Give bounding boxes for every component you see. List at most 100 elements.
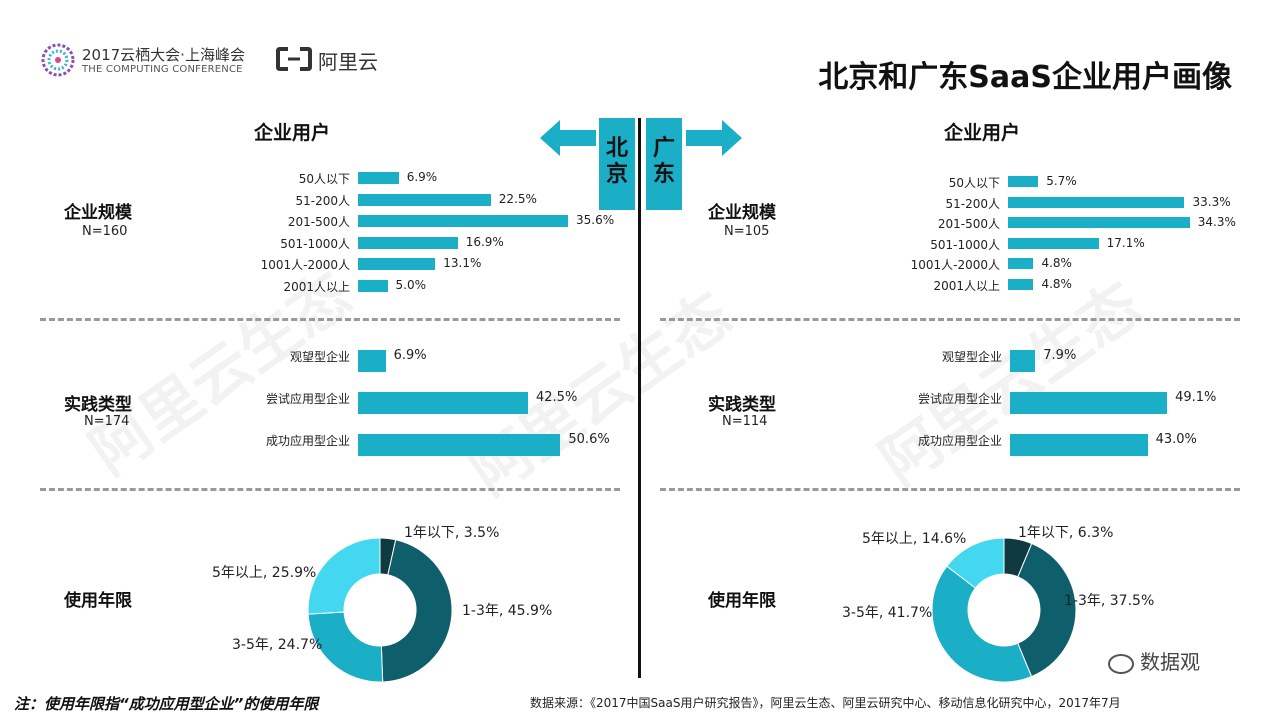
- wechat-account: 数据观: [1108, 646, 1200, 675]
- guangdong-years-donut: [931, 537, 1077, 683]
- beijing-type-category-0: 观望型企业: [289, 350, 350, 364]
- guangdong-years-label-3to5: 3-5年, 41.7%: [842, 605, 933, 621]
- beijing-years-label-under1: 1年以下, 3.5%: [404, 525, 500, 541]
- watermark-2: 阿里云生态: [458, 279, 744, 509]
- guangdong-years-label-over5: 5年以上, 14.6%: [862, 531, 967, 547]
- guangdong-type-category-0: 观望型企业: [941, 350, 1002, 364]
- guangdong-scale-bar-3: [1008, 237, 1099, 249]
- beijing-scale-label: 企业规模: [64, 203, 132, 223]
- beijing-scale-bar-4: [358, 258, 436, 270]
- region-tag-guangdong-text: 广东: [653, 136, 676, 187]
- guangdong-type-bar-2: [1010, 434, 1148, 456]
- separator-left-1: [40, 318, 620, 321]
- guangdong-type-bar-1: [1010, 392, 1168, 414]
- beijing-type-n: N=174: [84, 414, 130, 429]
- page-title: 北京和广东SaaS企业用户画像: [818, 60, 1232, 95]
- beijing-type-bar-2: [358, 434, 561, 456]
- beijing-type-value-2: 50.6%: [568, 432, 610, 447]
- beijing-scale-bar-1: [358, 193, 491, 206]
- beijing-scale-value-5: 5.0%: [395, 277, 427, 292]
- beijing-scale-bar-5: [358, 279, 388, 292]
- guangdong-type-label: 实践类型: [708, 395, 776, 415]
- arrow-right-icon: [686, 120, 742, 156]
- wechat-name: 数据观: [1140, 650, 1200, 674]
- data-source: 数据来源：《2017中国SaaS用户研究报告》，阿里云生态、阿里云研究中心、移动…: [530, 696, 1121, 710]
- beijing-type-value-1: 42.5%: [536, 390, 578, 405]
- separator-left-2: [40, 488, 620, 491]
- beijing-type-bar-0: [358, 350, 386, 372]
- beijing-scale-bar-2: [358, 215, 569, 227]
- conference-title: 2017云栖大会·上海峰会: [82, 46, 245, 64]
- arrow-left-icon: [540, 120, 596, 156]
- guangdong-scale-n: N=105: [724, 224, 770, 239]
- guangdong-type-value-2: 43.0%: [1155, 432, 1197, 447]
- guangdong-scale-value-1: 33.3%: [1192, 194, 1231, 209]
- watermark-3: 阿里云生态: [868, 269, 1154, 499]
- guangdong-type-category-1: 尝试应用型企业: [917, 392, 1002, 406]
- beijing-type-category-1: 尝试应用型企业: [265, 392, 350, 406]
- guangdong-type-n: N=114: [722, 414, 768, 429]
- conference-logo-icon: [41, 43, 75, 77]
- center-divider: [638, 118, 641, 678]
- beijing-type-category-2: 成功应用型企业: [265, 434, 350, 448]
- guangdong-scale-bar-1: [1008, 196, 1185, 208]
- beijing-scale-category-5: 2001人以上: [283, 279, 350, 294]
- beijing-scale-n: N=160: [82, 224, 128, 239]
- footnote: 注：使用年限指“成功应用型企业”的使用年限: [14, 695, 319, 713]
- guangdong-type-bar-0: [1010, 350, 1036, 372]
- guangdong-type-value-1: 49.1%: [1175, 390, 1217, 405]
- beijing-scale-value-3: 16.9%: [465, 234, 504, 249]
- wechat-icon: [1108, 653, 1134, 674]
- beijing-years-label-over5: 5年以上, 25.9%: [212, 565, 317, 581]
- guangdong-years-label-under1: 1年以下, 6.3%: [1018, 525, 1114, 541]
- region-tag-guangdong: 广东: [646, 118, 682, 210]
- beijing-scale-value-4: 13.1%: [443, 256, 482, 270]
- guangdong-years-slice-3: [946, 537, 1005, 589]
- beijing-scale-value-2: 35.6%: [576, 213, 615, 227]
- guangdong-scale-bar-0: [1008, 176, 1039, 187]
- beijing-scale-category-0: 50人以下: [298, 172, 350, 186]
- guangdong-scale-category-4: 1001人-2000人: [910, 258, 1000, 272]
- beijing-scale-category-1: 51-200人: [295, 193, 350, 208]
- aliyun-logo-icon: [276, 47, 312, 71]
- guangdong-scale-value-0: 5.7%: [1046, 174, 1077, 188]
- beijing-years-slice-3: [307, 537, 381, 615]
- guangdong-scale-category-0: 50人以下: [948, 176, 1000, 190]
- beijing-scale-bar-0: [358, 172, 399, 184]
- beijing-scale-value-0: 6.9%: [406, 170, 438, 184]
- beijing-type-bar-1: [358, 392, 528, 414]
- beijing-enterprise-users-heading: 企业用户: [254, 122, 331, 144]
- guangdong-scale-bar-5: [1008, 278, 1034, 290]
- beijing-type-label: 实践类型: [64, 395, 132, 415]
- guangdong-type-value-0: 7.9%: [1043, 348, 1077, 363]
- region-tag-beijing-text: 北京: [606, 136, 629, 187]
- guangdong-years-label-1to3: 1-3年, 37.5%: [1064, 593, 1155, 609]
- guangdong-scale-category-1: 51-200人: [945, 196, 1000, 211]
- region-tag-beijing: 北京: [599, 118, 635, 210]
- beijing-scale-category-4: 1001人-2000人: [260, 258, 350, 272]
- guangdong-scale-value-5: 4.8%: [1041, 276, 1072, 291]
- guangdong-scale-label: 企业规模: [708, 203, 776, 223]
- guangdong-scale-category-2: 201-500人: [937, 217, 1000, 231]
- guangdong-years-label: 使用年限: [708, 591, 776, 611]
- separator-right-2: [660, 488, 1240, 491]
- guangdong-scale-category-3: 501-1000人: [930, 237, 1000, 252]
- guangdong-scale-value-3: 17.1%: [1106, 235, 1145, 250]
- beijing-scale-category-2: 201-500人: [287, 215, 350, 229]
- guangdong-enterprise-users-heading: 企业用户: [944, 122, 1021, 144]
- beijing-years-donut: [307, 537, 453, 683]
- beijing-scale-category-3: 501-1000人: [280, 236, 350, 251]
- guangdong-scale-value-2: 34.3%: [1197, 215, 1236, 229]
- beijing-years-label: 使用年限: [64, 591, 132, 611]
- conference-subtitle: THE COMPUTING CONFERENCE: [82, 64, 243, 75]
- beijing-type-value-0: 6.9%: [393, 348, 427, 363]
- guangdong-years-slice-1: [1017, 542, 1077, 678]
- guangdong-type-category-2: 成功应用型企业: [917, 434, 1002, 448]
- beijing-years-slice-1: [380, 539, 453, 683]
- guangdong-scale-bar-4: [1008, 258, 1034, 269]
- separator-right-1: [660, 318, 1240, 321]
- guangdong-scale-bar-2: [1008, 217, 1190, 228]
- beijing-years-label-3to5: 3-5年, 24.7%: [232, 637, 323, 653]
- guangdong-scale-value-4: 4.8%: [1041, 256, 1072, 270]
- beijing-scale-bar-3: [358, 236, 458, 249]
